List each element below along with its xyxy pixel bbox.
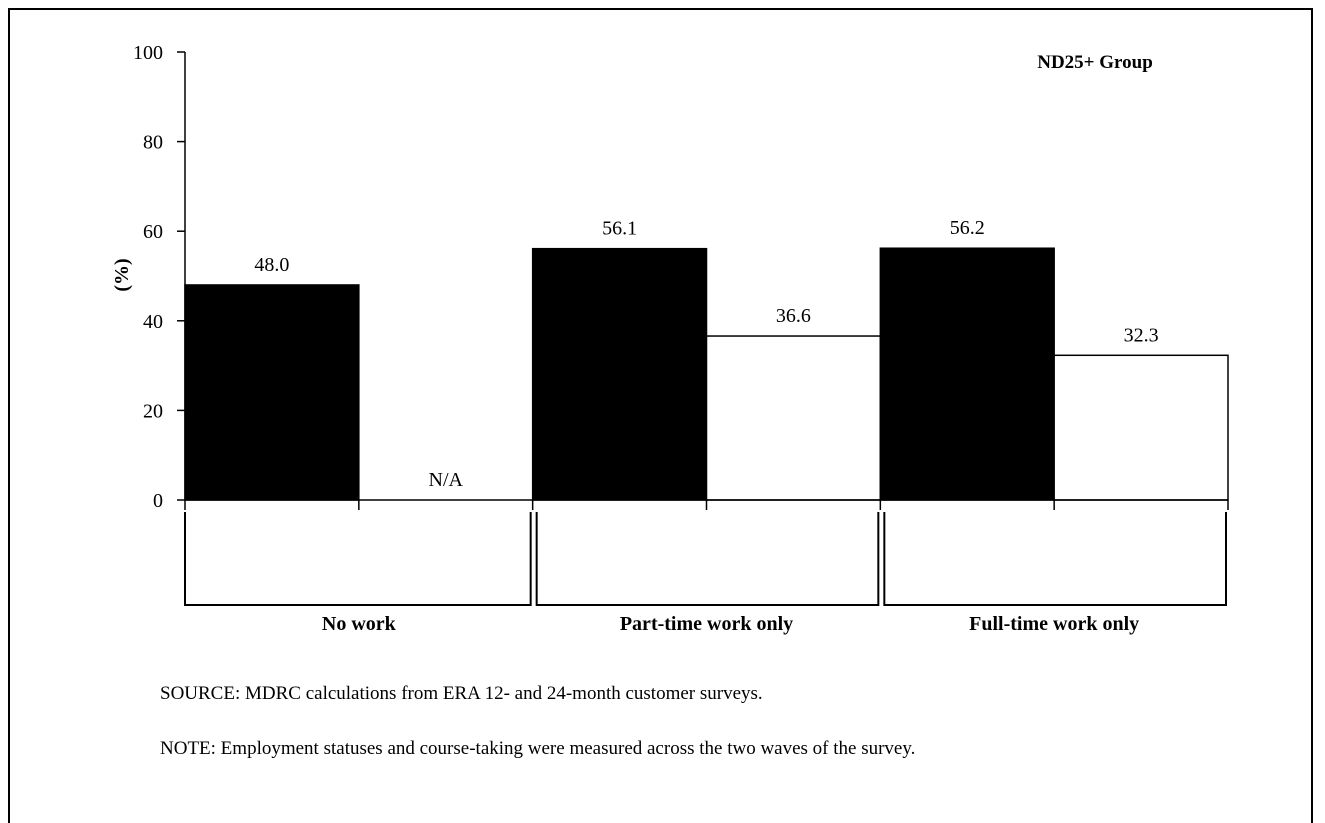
data-label: 56.2 — [950, 217, 985, 239]
category-bracket — [535, 512, 880, 606]
bar — [879, 247, 1055, 501]
figure-frame — [8, 8, 1313, 823]
y-tick-label: 80 — [143, 132, 163, 154]
bar — [705, 335, 882, 501]
bar — [531, 247, 708, 501]
data-label: 32.3 — [1124, 324, 1159, 346]
category-label: Part-time work only — [620, 613, 793, 635]
x-axis: No work Part-time work only Full-time work… — [184, 499, 1229, 635]
y-tick-label: 60 — [143, 221, 163, 243]
y-axis: 0 20 40 60 80 100 — [133, 42, 186, 512]
category-label: Full-time work only — [969, 613, 1139, 635]
y-tick-label: 20 — [143, 400, 163, 422]
chart-title: ND25+ Group — [1037, 52, 1153, 73]
category-bracket — [184, 512, 532, 606]
bar — [1053, 354, 1229, 501]
data-label: 36.6 — [776, 305, 811, 327]
data-label: 56.1 — [602, 218, 637, 240]
bar — [184, 284, 360, 501]
data-label: N/A — [429, 469, 464, 491]
data-label: 48.0 — [254, 254, 289, 276]
y-tick-label: 40 — [143, 311, 163, 333]
category-bracket — [883, 512, 1227, 606]
y-axis-label: (%) — [111, 258, 133, 291]
bars-group: 48.0 N/A 56.1 36.6 56.2 32.3 — [184, 217, 1229, 501]
category-label: No work — [322, 613, 397, 635]
source-note: SOURCE: MDRC calculations from ERA 12- a… — [160, 683, 763, 704]
y-tick-label: 0 — [153, 490, 163, 512]
y-tick-label: 100 — [133, 42, 163, 64]
footnote: NOTE: Employment statuses and course-tak… — [160, 738, 916, 759]
